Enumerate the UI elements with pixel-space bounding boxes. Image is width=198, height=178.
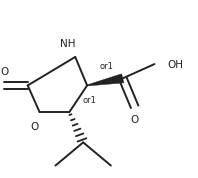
Text: O: O [0,67,9,77]
Text: NH: NH [60,39,75,49]
Text: O: O [30,122,39,132]
Polygon shape [87,74,124,86]
Text: or1: or1 [100,62,114,71]
Text: OH: OH [167,60,183,70]
Text: or1: or1 [82,96,96,105]
Text: O: O [130,115,139,125]
